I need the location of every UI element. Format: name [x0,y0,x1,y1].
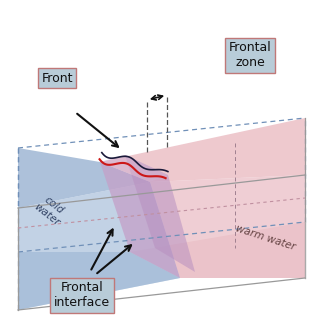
Polygon shape [100,162,180,278]
Polygon shape [18,252,180,310]
Polygon shape [125,155,195,272]
Text: cold
water: cold water [32,192,68,228]
Polygon shape [150,175,305,278]
Text: Frontal
interface: Frontal interface [54,281,110,309]
Polygon shape [100,155,168,182]
Polygon shape [100,118,305,182]
Text: Frontal
zone: Frontal zone [228,41,271,69]
Polygon shape [130,222,305,278]
Text: warm water: warm water [234,224,296,252]
Polygon shape [18,182,180,310]
Text: Front: Front [41,71,73,84]
Polygon shape [18,148,150,208]
